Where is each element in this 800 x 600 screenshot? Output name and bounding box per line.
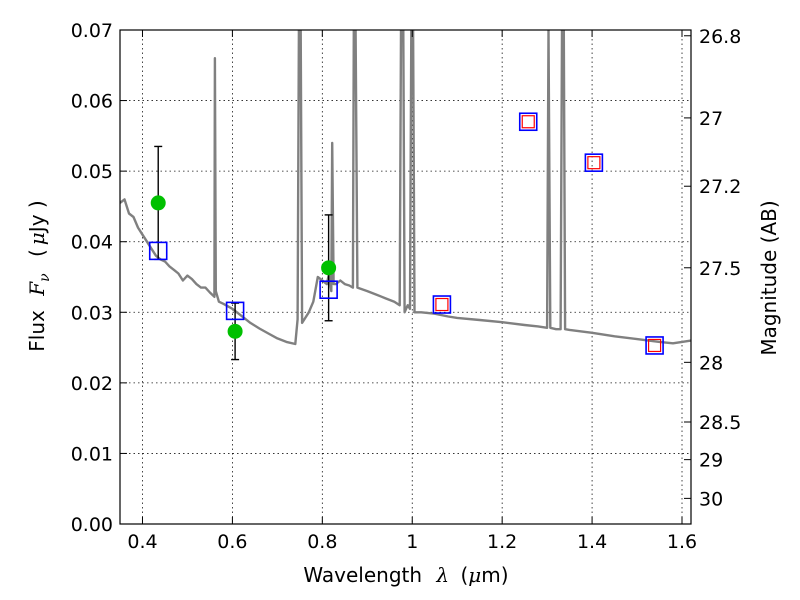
y-axis-title: Flux Fν ( μJy ) — [25, 200, 54, 351]
y-axis-title-text: Flux — [25, 310, 49, 352]
x-axis-unit-rest: m) — [481, 563, 508, 587]
y-tick-label: 0.06 — [71, 91, 113, 113]
y-axis-unit-open: ( — [25, 249, 49, 257]
y2-tick-label: 26.8 — [699, 26, 741, 48]
y2-tick-label: 29 — [699, 450, 723, 472]
x-axis-title: Wavelength λ (μm) — [303, 563, 508, 587]
detection-square — [435, 297, 449, 312]
x-tick-label: 0.8 — [307, 531, 337, 553]
x-axis-unit-mu: μ — [468, 563, 481, 587]
x-tick-label: 1.4 — [577, 531, 607, 553]
y-axis-unit-mu: μ — [25, 232, 49, 245]
model-flux-square — [432, 295, 452, 314]
y2-tick-label: 27 — [699, 108, 723, 130]
x-axis-unit-open: ( — [460, 563, 468, 587]
x-axis-title-text: Wavelength — [303, 563, 422, 587]
x-tick-label: 1.2 — [487, 531, 517, 553]
y-tick-label: 0.05 — [71, 161, 113, 183]
y-tick-label: 0.03 — [71, 302, 113, 324]
y-tick-label: 0.00 — [71, 514, 113, 536]
y-tick-label: 0.04 — [71, 232, 113, 254]
y-tick-label: 0.07 — [71, 20, 113, 42]
ticks: 0.4 0.6 0.8 1 1.2 1.4 1.6 0.00 0.01 0.02 0.03 0.04 0… — [71, 20, 742, 553]
y2-tick-label: 30 — [699, 488, 723, 510]
x-tick-label: 0.4 — [127, 531, 157, 553]
model-flux-square — [225, 301, 245, 321]
detection-square — [647, 338, 662, 353]
y2-tick-label: 28 — [699, 352, 723, 374]
y2-tick-label: 27.5 — [699, 258, 741, 280]
model-flux-square — [319, 280, 338, 300]
plot-area — [120, 30, 691, 361]
y2-tick-label: 28.5 — [699, 412, 741, 434]
x-tick-label: 1 — [406, 531, 418, 553]
observed-flux-point — [227, 323, 243, 339]
y-tick-label: 0.01 — [71, 443, 113, 465]
model-flux-square — [645, 336, 664, 355]
model-flux-square — [148, 241, 168, 261]
observed-flux-point — [150, 195, 166, 211]
detection-square — [587, 156, 601, 170]
y-axis-title-symbol: F — [25, 281, 49, 297]
detection-square — [521, 115, 535, 129]
y-axis-title-subscript: ν — [37, 273, 53, 282]
x-tick-label: 0.6 — [217, 531, 247, 553]
observed-flux-point — [321, 260, 337, 276]
axes-frame — [119, 29, 692, 525]
sed-model-line — [120, 30, 691, 346]
y2-axis-title: Magnitude (AB) — [757, 200, 781, 355]
y-tick-label: 0.02 — [71, 373, 113, 395]
model-flux-square — [584, 153, 604, 172]
x-tick-label: 1.6 — [667, 531, 697, 553]
y2-tick-label: 27.2 — [699, 176, 741, 198]
model-flux-square — [518, 112, 538, 132]
y-axis-unit-rest: Jy ) — [25, 200, 49, 234]
x-axis-title-symbol: λ — [435, 563, 449, 587]
